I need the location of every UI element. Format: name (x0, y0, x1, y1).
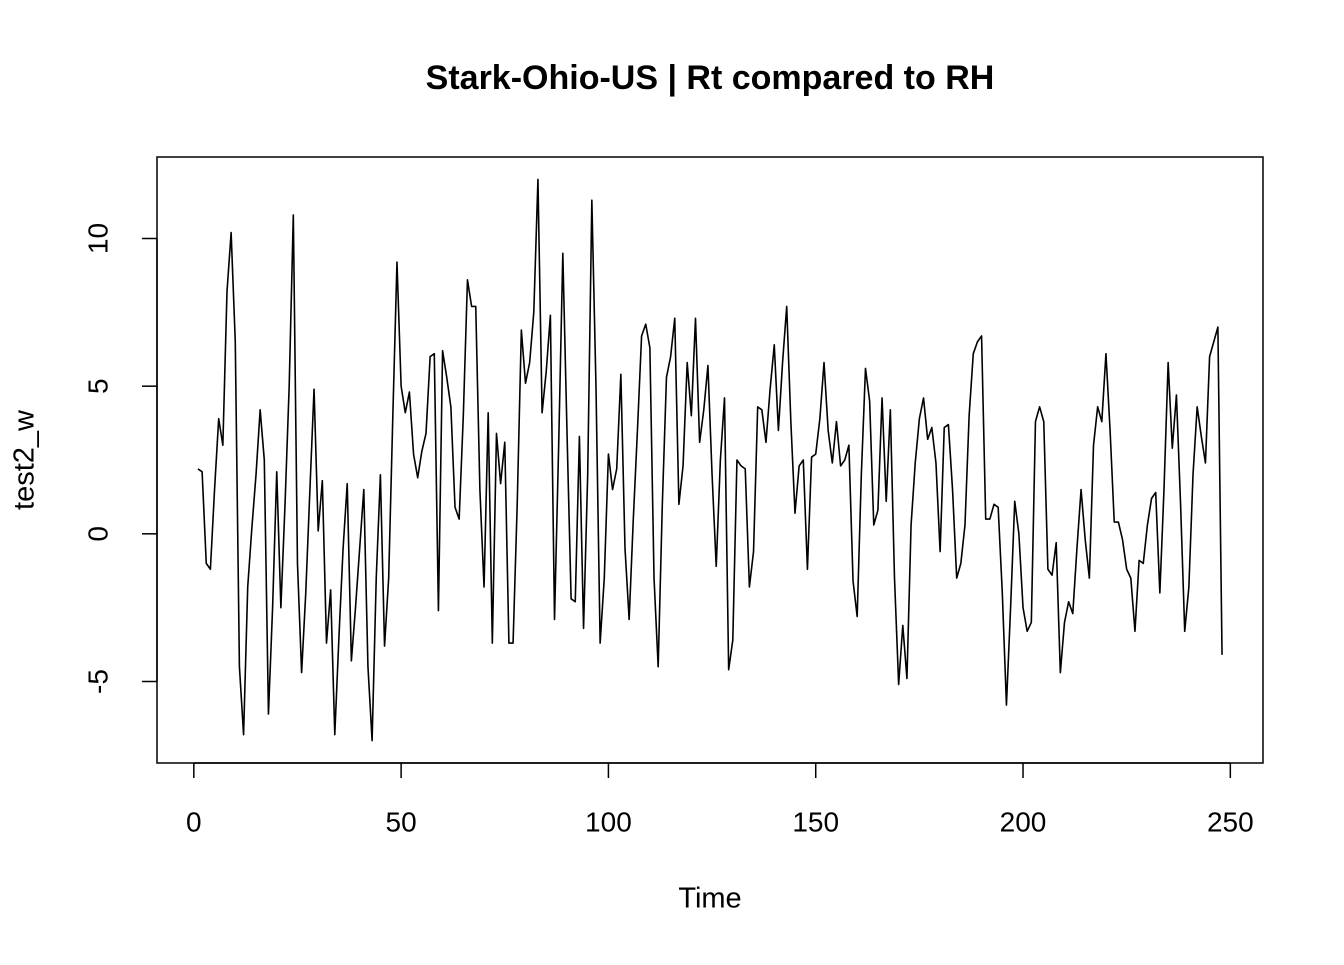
y-axis-label: test2_w (9, 409, 41, 510)
y-tick-label: 10 (82, 223, 113, 254)
x-axis-label: Time (678, 883, 741, 915)
chart-title: Stark-Ohio-US | Rt compared to RH (426, 59, 995, 97)
x-tick-label: 250 (1207, 806, 1254, 837)
y-tick-label: 0 (82, 526, 113, 542)
x-tick-label: 150 (792, 806, 839, 837)
x-tick-label: 0 (186, 806, 202, 837)
series-line (197, 178, 1223, 742)
x-tick-label: 100 (585, 806, 632, 837)
y-tick-label: 5 (82, 378, 113, 394)
x-tick-label: 50 (386, 806, 417, 837)
plot-box (156, 156, 1264, 764)
x-tick-label: 200 (1000, 806, 1047, 837)
y-tick-label: -5 (82, 669, 113, 694)
